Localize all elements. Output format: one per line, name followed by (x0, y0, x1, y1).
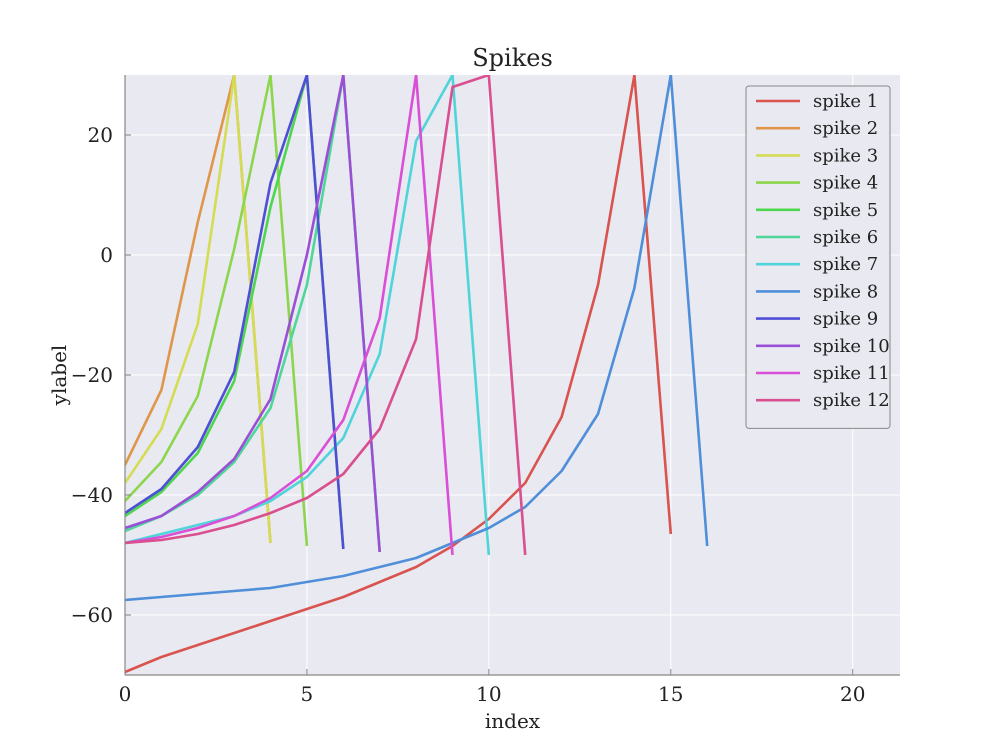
y-axis-label: ylabel (47, 345, 71, 407)
series-group (125, 75, 709, 674)
legend-label: spike 6 (813, 227, 878, 248)
x-tick-label: 5 (301, 682, 314, 706)
y-tick-label: −60 (71, 603, 113, 627)
series-line-11 (125, 75, 454, 556)
series-line-5 (125, 75, 345, 550)
legend-label: spike 7 (813, 254, 878, 275)
x-axis-label: index (485, 709, 541, 733)
series-line-8 (125, 75, 709, 602)
legend-label: spike 3 (813, 145, 878, 166)
chart-title: Spikes (472, 44, 553, 72)
y-tick-label: −40 (71, 483, 113, 507)
legend-label: spike 2 (813, 118, 878, 139)
y-tick-label: 20 (88, 123, 113, 147)
legend-label: spike 1 (813, 91, 878, 112)
series-line-12 (125, 75, 527, 556)
x-tick-label: 10 (476, 682, 501, 706)
series-line-1 (125, 75, 673, 674)
series-line-4 (125, 75, 309, 547)
series-line-7 (125, 75, 491, 556)
x-tick-label: 15 (658, 682, 683, 706)
x-tick-label: 0 (119, 682, 132, 706)
series-line-9 (125, 75, 345, 550)
x-tick-label: 20 (840, 682, 865, 706)
legend-label: spike 4 (813, 173, 878, 194)
legend-label: spike 5 (813, 200, 878, 221)
y-tick-label: 0 (100, 243, 113, 267)
legend-box (745, 85, 891, 429)
y-tick-label: −20 (71, 363, 113, 387)
legend-label: spike 9 (813, 309, 878, 330)
legend-label: spike 10 (813, 336, 890, 357)
legend-label: spike 12 (813, 390, 890, 411)
legend-label: spike 11 (813, 363, 890, 384)
legend: spike 1 spike 2 spike 3 spike 4 spike 5 spike… (745, 85, 891, 429)
series-line-10 (125, 75, 381, 553)
series-line-3 (125, 75, 272, 544)
legend-label: spike 8 (813, 281, 878, 302)
tick-labels: 0 5 10 15 20 −60 −40 −20 0 20 (71, 123, 866, 706)
